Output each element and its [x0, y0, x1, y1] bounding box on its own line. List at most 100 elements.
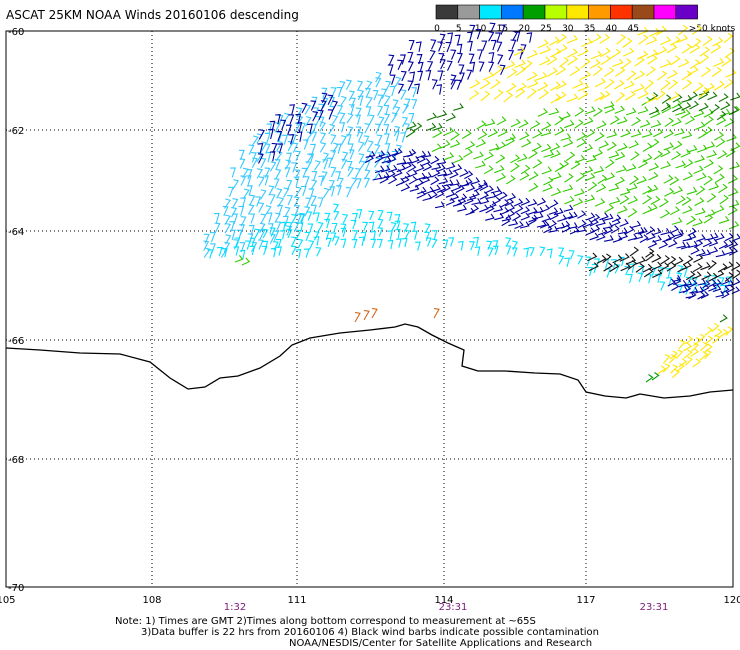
wind-barb: [587, 266, 593, 277]
wind-barb: [308, 188, 315, 199]
wind-barb: [324, 218, 331, 229]
wind-barb: [672, 103, 683, 113]
wind-barb: [377, 209, 384, 220]
wind-barb: [517, 153, 528, 163]
wind-barb: [310, 195, 317, 206]
wind-barb: [286, 152, 293, 163]
wind-barb: [520, 197, 531, 206]
wind-barb: [550, 93, 561, 104]
wind-barb: [704, 115, 714, 126]
wind-barb: [659, 262, 670, 272]
wind-barb: [669, 176, 680, 186]
legend-swatch: [610, 4, 633, 20]
wind-barb: [486, 240, 493, 251]
wind-barb: [719, 314, 728, 323]
wind-barb: [642, 153, 653, 163]
wind-barb: [599, 33, 611, 44]
wind-barb: [548, 207, 559, 215]
wind-barb: [429, 49, 436, 61]
wind-barb: [276, 131, 283, 142]
wind-barb: [430, 39, 437, 50]
wind-barb: [602, 253, 612, 264]
wind-barb: [666, 43, 678, 54]
wind-barb: [411, 99, 418, 110]
wind-barb: [577, 219, 587, 229]
wind-barb: [547, 219, 557, 229]
wind-barb: [585, 256, 592, 266]
wind-barb: [333, 203, 340, 213]
wind-barb: [387, 230, 393, 240]
wind-barb: [269, 150, 276, 162]
wind-barb: [577, 90, 589, 101]
wind-barb: [505, 82, 517, 93]
wind-barb: [340, 227, 347, 238]
wind-barb: [623, 80, 635, 90]
wind-barb: [725, 148, 736, 158]
wind-barb: [684, 285, 691, 295]
wind-barb: [548, 107, 560, 116]
wind-barb: [711, 66, 723, 77]
wind-barb: [477, 130, 488, 140]
wind-barb: [286, 179, 293, 191]
wind-barb: [519, 131, 530, 141]
wind-barb: [645, 36, 658, 45]
wind-barb: [564, 257, 571, 267]
wind-barb: [286, 221, 293, 232]
wind-barb: [608, 150, 620, 159]
wind-barb: [673, 231, 684, 240]
wind-barb: [514, 204, 524, 214]
wind-barb: [427, 60, 434, 72]
wind-barb: [539, 220, 550, 229]
wind-barb: [560, 133, 572, 141]
wind-barb: [368, 221, 375, 232]
wind-barb: [389, 74, 396, 85]
wind-barb: [510, 118, 521, 128]
wind-barb: [368, 114, 375, 125]
wind-barb: [550, 149, 561, 159]
wind-barb: [702, 280, 711, 289]
wind-barb: [284, 167, 291, 178]
legend-label: 15: [497, 24, 508, 34]
wind-barb: [370, 230, 376, 241]
wind-barb: [590, 224, 601, 233]
wind-barb: [408, 169, 418, 178]
wind-barb: [672, 186, 684, 195]
wind-barb: [365, 150, 373, 161]
wind-barb: [615, 92, 626, 103]
wind-barb: [494, 165, 505, 174]
wind-barb: [288, 114, 295, 125]
wind-barb: [505, 133, 517, 142]
wind-barb: [308, 153, 315, 164]
legend-label: 5: [456, 24, 462, 34]
wind-barb: [686, 186, 698, 195]
wind-barb: [611, 218, 621, 227]
wind-barb: [669, 225, 679, 234]
wind-barb: [696, 144, 708, 153]
wind-barb: [724, 47, 735, 58]
wind-barb: [542, 183, 553, 192]
wind-barb: [375, 123, 381, 134]
wind-barb: [528, 182, 539, 192]
wind-barb: [249, 237, 256, 247]
wind-barb: [505, 237, 512, 247]
wind-barb: [528, 214, 539, 223]
wind-barb: [669, 350, 678, 360]
wind-barb: [700, 66, 712, 78]
wind-barb: [638, 227, 648, 235]
wind-barb: [555, 65, 567, 76]
wind-barb: [648, 27, 661, 37]
wind-barb: [432, 129, 443, 139]
wind-barb: [710, 104, 721, 114]
wind-barb: [266, 123, 273, 134]
wind-barb: [239, 158, 246, 169]
wind-barb: [240, 197, 247, 208]
wind-barb: [695, 207, 706, 216]
wind-barb: [645, 248, 655, 258]
wind-barb: [656, 25, 667, 36]
wind-barb: [721, 290, 730, 299]
wind-barb: [487, 247, 494, 257]
wind-barb: [347, 143, 354, 154]
wind-barb: [604, 159, 615, 169]
wind-barb: [249, 245, 256, 256]
wind-barb: [365, 80, 373, 91]
